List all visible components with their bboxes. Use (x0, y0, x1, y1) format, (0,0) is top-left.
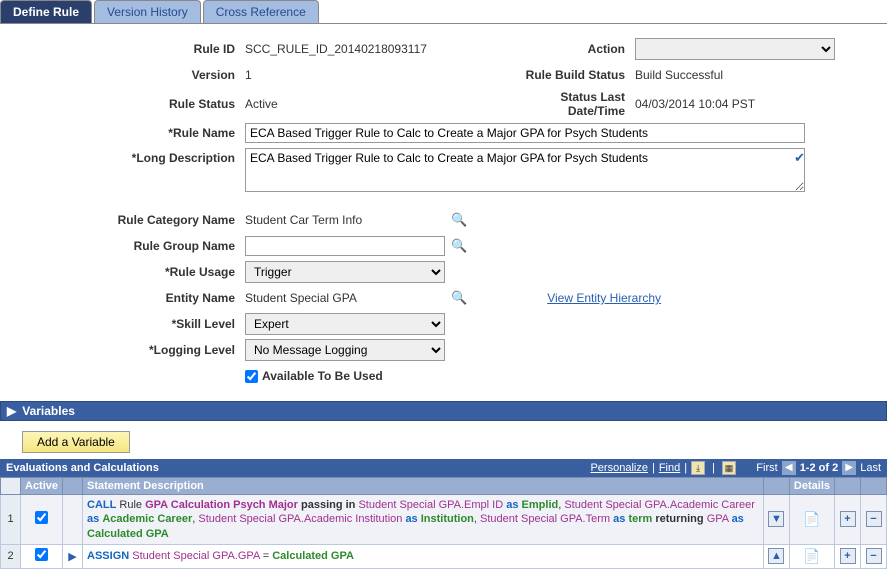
nav-range: 1-2 of 2 (800, 462, 839, 474)
col-statement[interactable]: Statement Description (83, 478, 764, 495)
value-rule-status: Active (245, 97, 505, 111)
lookup-icon-group[interactable]: 🔍 (451, 238, 467, 254)
available-checkbox[interactable] (245, 370, 258, 383)
lookup-icon-entity[interactable]: 🔍 (451, 290, 467, 306)
nav-next-icon[interactable]: ▶ (842, 461, 856, 475)
col-minus (861, 478, 887, 495)
tab-cross-reference[interactable]: Cross Reference (203, 0, 319, 23)
label-status-date: Status Last Date/Time (505, 90, 635, 118)
personalize-link[interactable]: Personalize (590, 462, 647, 474)
label-entity-name: Entity Name (0, 291, 245, 305)
label-action: Action (505, 42, 635, 56)
rule-usage-select[interactable]: Trigger (245, 261, 445, 283)
table-row: 1 CALL Rule GPA Calculation Psych Major … (1, 495, 887, 545)
tab-bar: Define Rule Version History Cross Refere… (0, 0, 887, 24)
view-entity-hierarchy-link[interactable]: View Entity Hierarchy (547, 291, 661, 305)
col-play (63, 478, 83, 495)
row2-active-checkbox[interactable] (35, 548, 48, 561)
label-skill-level: *Skill Level (0, 317, 245, 331)
label-rule-name: *Rule Name (0, 126, 245, 140)
find-link[interactable]: Find (659, 462, 680, 474)
evaluations-title: Evaluations and Calculations (6, 462, 159, 474)
skill-level-select[interactable]: Expert (245, 313, 445, 335)
tab-version-history[interactable]: Version History (94, 0, 201, 23)
row1-remove-icon[interactable]: − (866, 511, 882, 527)
add-variable-button[interactable]: Add a Variable (22, 431, 130, 453)
label-available: Available To Be Used (262, 369, 383, 383)
nav-last[interactable]: Last (860, 462, 881, 474)
row1-active-checkbox[interactable] (35, 511, 48, 524)
rule-name-input[interactable] (245, 123, 805, 143)
row2-play-icon[interactable]: ▶ (68, 551, 76, 563)
row1-statement: CALL Rule GPA Calculation Psych Major pa… (87, 498, 759, 541)
row1-details-icon[interactable]: 📄 (803, 511, 820, 527)
label-rule-usage: *Rule Usage (0, 265, 245, 279)
row2-statement: ASSIGN Student Special GPA.GPA = Calcula… (87, 549, 759, 563)
label-rule-category: Rule Category Name (0, 213, 245, 227)
row1-num: 1 (1, 495, 21, 545)
label-long-desc: *Long Description (0, 148, 245, 165)
row1-add-icon[interactable]: + (840, 511, 856, 527)
nav-first[interactable]: First (756, 462, 777, 474)
rule-group-input[interactable] (245, 236, 445, 256)
action-select[interactable] (635, 38, 835, 60)
statements-grid: Active Statement Description Details 1 C… (0, 477, 887, 569)
row1-play (63, 495, 83, 545)
grid-view-icon[interactable]: ▦ (722, 461, 736, 475)
logging-level-select[interactable]: No Message Logging (245, 339, 445, 361)
label-logging-level: *Logging Level (0, 343, 245, 357)
col-plus (835, 478, 861, 495)
row2-details-icon[interactable]: 📄 (803, 548, 820, 564)
col-arrow (763, 478, 789, 495)
lookup-icon-category[interactable]: 🔍 (451, 212, 467, 228)
tab-define-rule[interactable]: Define Rule (0, 0, 92, 23)
row2-move-up-icon[interactable]: ▲ (768, 548, 784, 564)
label-build-status: Rule Build Status (505, 68, 635, 82)
row2-num: 2 (1, 544, 21, 568)
variables-section-header[interactable]: ▶ Variables (0, 401, 887, 421)
col-details: Details (789, 478, 834, 495)
table-row: 2 ▶ ASSIGN Student Special GPA.GPA = Cal… (1, 544, 887, 568)
col-active[interactable]: Active (21, 478, 63, 495)
variables-title: Variables (22, 404, 75, 418)
label-version: Version (0, 68, 245, 82)
label-rule-id: Rule ID (0, 42, 245, 56)
label-rule-group: Rule Group Name (0, 239, 245, 253)
label-rule-status: Rule Status (0, 97, 245, 111)
row1-move-down-icon[interactable]: ▼ (768, 511, 784, 527)
value-status-date: 04/03/2014 10:04 PST (635, 97, 755, 111)
download-icon[interactable]: ⤓ (691, 461, 705, 475)
evaluations-header: Evaluations and Calculations Personalize… (0, 459, 887, 477)
spellcheck-icon[interactable]: ✔ (794, 150, 805, 166)
value-rule-category: Student Car Term Info (245, 213, 445, 227)
row2-remove-icon[interactable]: − (866, 548, 882, 564)
form-area: Rule ID SCC_RULE_ID_20140218093117 Actio… (0, 24, 887, 401)
row2-add-icon[interactable]: + (840, 548, 856, 564)
value-entity-name: Student Special GPA (245, 291, 445, 305)
value-rule-id: SCC_RULE_ID_20140218093117 (245, 42, 505, 56)
value-version: 1 (245, 68, 505, 82)
col-number (1, 478, 21, 495)
value-build-status: Build Successful (635, 68, 723, 82)
long-desc-textarea[interactable]: ECA Based Trigger Rule to Calc to Create… (245, 148, 805, 192)
nav-prev-icon[interactable]: ◀ (782, 461, 796, 475)
expand-icon[interactable]: ▶ (7, 404, 16, 418)
